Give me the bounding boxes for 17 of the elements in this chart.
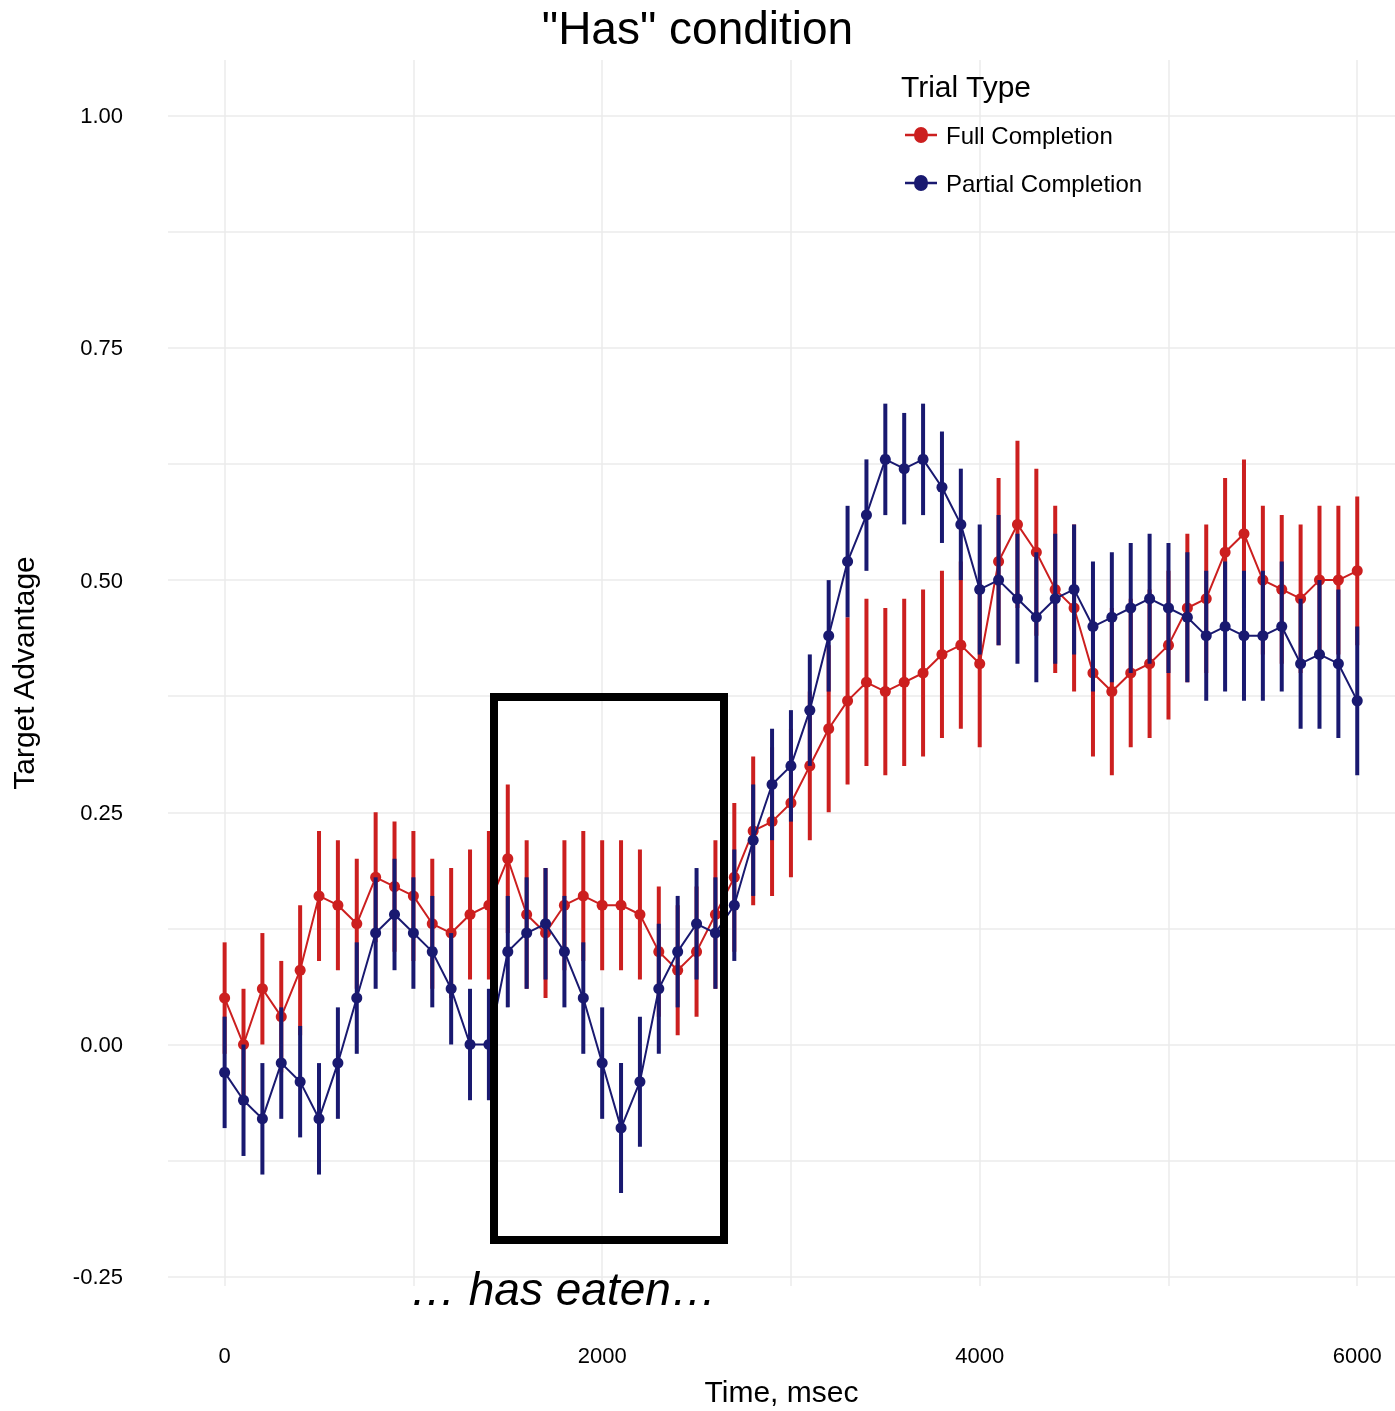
x-tick-label: 4000 (955, 1342, 1005, 1368)
y-tick-label: -0.25 (72, 1264, 123, 1290)
legend-title: Trial Type (901, 69, 1032, 103)
y-tick-label: 1.00 (80, 103, 123, 129)
y-tick-label: 0.50 (80, 567, 123, 593)
y-axis-title: Target Advantage (6, 556, 40, 790)
y-tick-label: 0.75 (80, 335, 123, 361)
x-tick-label: 2000 (577, 1342, 627, 1368)
annotation: … has eaten… (410, 1263, 717, 1315)
x-tick-label: 6000 (1332, 1342, 1382, 1368)
y-tick-label: 0.25 (80, 799, 123, 825)
chart-title: "Has" condition (541, 2, 854, 54)
y-tick-label: 0.00 (80, 1032, 123, 1058)
legend-label: Partial Completion (946, 169, 1143, 197)
legend-label: Full Completion (946, 121, 1113, 149)
x-axis-title: Time, msec (704, 1374, 859, 1408)
x-tick-label: 0 (218, 1342, 231, 1368)
